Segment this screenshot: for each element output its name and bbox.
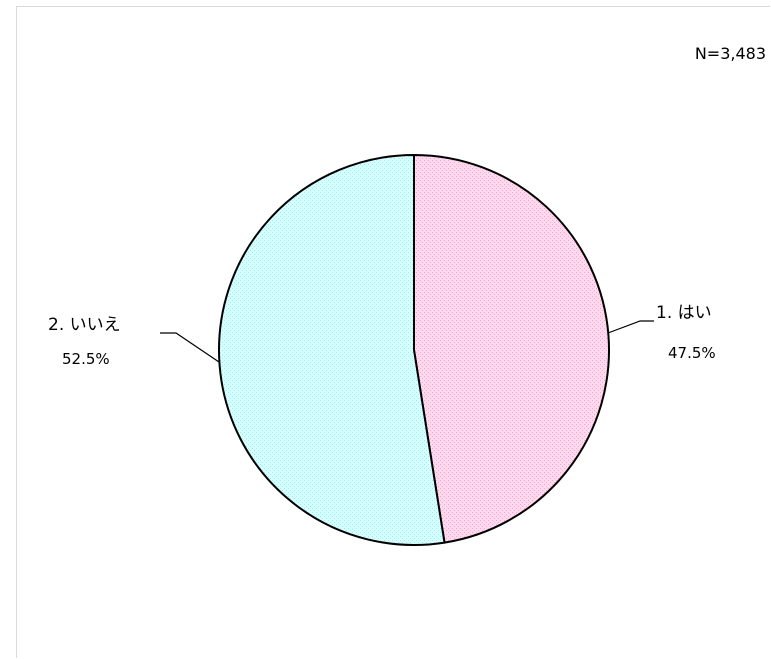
leader-line-iie bbox=[160, 332, 220, 363]
sample-size-label: N=3,483 bbox=[695, 44, 766, 63]
slice-label-iie: 2. いいえ bbox=[48, 315, 121, 335]
chart-frame bbox=[16, 6, 770, 658]
slice-percent-hai: 47.5% bbox=[668, 344, 716, 362]
pie-slice-iie bbox=[218, 154, 446, 546]
pie-slice-hai bbox=[413, 154, 610, 544]
pie-slices bbox=[218, 154, 610, 546]
slice-percent-iie: 52.5% bbox=[62, 350, 110, 368]
slice-label-hai: 1. はい bbox=[656, 303, 712, 323]
leader-line-hai bbox=[607, 320, 654, 334]
leader-lines bbox=[160, 320, 654, 363]
